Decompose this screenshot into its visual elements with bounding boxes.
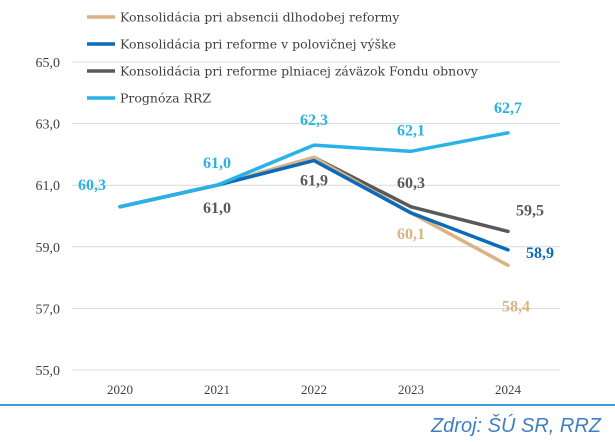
legend-label: Konsolidácia pri absencii dlhodobej refo… (120, 10, 400, 25)
y-tick-label: 57,0 (36, 302, 61, 317)
data-label: 62,7 (494, 100, 522, 117)
y-tick-label: 63,0 (36, 118, 61, 133)
data-label: 60,3 (78, 177, 106, 194)
y-tick-label: 59,0 (36, 241, 61, 256)
y-tick-label: 61,0 (36, 179, 61, 194)
x-tick-label: 2023 (398, 382, 424, 397)
data-label: 61,0 (203, 155, 231, 172)
x-tick-label: 2024 (495, 382, 522, 397)
data-label: 58,9 (526, 245, 554, 262)
source-divider (0, 404, 615, 406)
x-tick-label: 2021 (204, 382, 230, 397)
x-tick-label: 2022 (301, 382, 327, 397)
data-label: 59,5 (516, 202, 544, 219)
data-label: 61,0 (203, 200, 231, 217)
data-label: 60,1 (397, 226, 425, 243)
chart: 55,0 57,0 59,0 61,0 63,0 65,0 2020 2021 2022 2023… (36, 10, 560, 397)
legend-label: Konsolidácia pri reforme v polovičnej vý… (120, 37, 396, 52)
data-label: 62,1 (397, 122, 425, 139)
data-label: 58,4 (502, 298, 530, 315)
source-label: Zdroj: ŠÚ SR, RRZ (430, 415, 601, 437)
data-label: 62,3 (300, 112, 328, 129)
y-tick-label: 55,0 (36, 364, 61, 379)
series-line (118, 131, 510, 209)
legend-label: Prognóza RRZ (120, 91, 211, 106)
x-tick-label: 2020 (107, 382, 133, 397)
legend-label: Konsolidácia pri reforme plniacej záväzo… (120, 64, 479, 79)
data-label: 61,9 (300, 172, 328, 189)
data-label: 60,3 (397, 175, 425, 192)
y-tick-label: 65,0 (36, 56, 61, 71)
